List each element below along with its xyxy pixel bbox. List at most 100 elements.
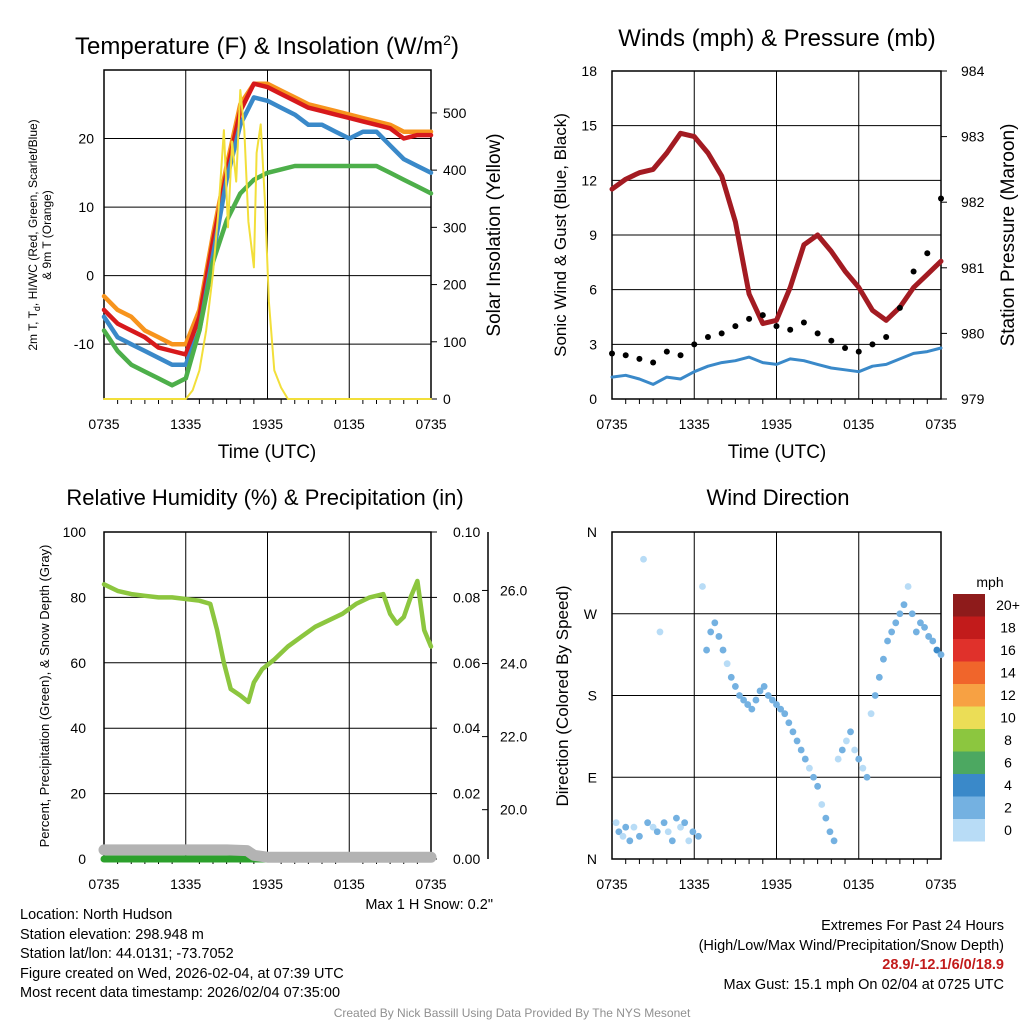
wind-direction-point — [851, 746, 859, 754]
colorbar-swatch — [953, 661, 985, 684]
wind-direction-point — [744, 701, 752, 708]
wind-direction-point — [838, 746, 846, 754]
winds-xlabel: Time (UTC) — [728, 442, 827, 463]
max-snow-note: Max 1 H Snow: 0.2" — [365, 897, 493, 913]
humidity-ytick-label: 0 — [78, 851, 86, 867]
colorbar-swatch — [953, 774, 985, 797]
station-pressure-line — [609, 130, 944, 327]
wind-direction-point — [689, 828, 697, 836]
colorbar-label: 16 — [1000, 642, 1016, 658]
gust-point — [746, 315, 753, 322]
gust-point — [609, 350, 615, 357]
wind-direction-point — [719, 646, 727, 654]
wind-direction-point — [748, 705, 756, 713]
gust-point — [800, 319, 807, 326]
gust-point — [773, 323, 780, 330]
gust-point — [732, 323, 739, 330]
wind-direction-point — [736, 692, 743, 699]
winds-ytick-label: 0 — [589, 391, 597, 407]
wind-direction-panel: Wind Direction Direction (Colored By Spe… — [553, 485, 1020, 892]
wind-direction-point — [900, 601, 908, 609]
colorbar-label: 4 — [1004, 777, 1012, 793]
wind-direction-ylabel: Direction (Colored By Speed) — [553, 585, 572, 806]
wind-direction-point — [677, 823, 684, 831]
wind-direction-point — [711, 619, 719, 627]
wind-direction-point — [636, 832, 643, 840]
temperature-xlabel: Time (UTC) — [218, 442, 317, 463]
td-line — [101, 163, 434, 388]
gust-point — [910, 268, 917, 275]
extremes-subtitle: (High/Low/Max Wind/Precipitation/Snow De… — [698, 937, 1004, 954]
wind-direction-point — [731, 683, 739, 690]
wind-direction-point — [888, 628, 896, 636]
wind-direction-ytick-label: N — [587, 851, 597, 867]
colorbar-swatch — [953, 796, 985, 819]
wind-direction-point — [912, 628, 920, 636]
solar-ytick-label: 200 — [443, 277, 467, 293]
colorbar-swatch — [953, 594, 985, 617]
wind-direction-point — [622, 823, 630, 831]
wind-direction-point — [664, 828, 672, 836]
precip-ytick-label: 0.06 — [453, 655, 480, 671]
wind-direction-point — [929, 637, 937, 645]
wind-direction-point — [814, 782, 822, 790]
wind-direction-point — [875, 673, 883, 681]
precip-ytick-label: 0.10 — [453, 524, 480, 540]
wind-direction-point — [773, 701, 780, 708]
wind-direction-point — [810, 773, 817, 781]
gust-point — [855, 348, 862, 355]
wind-direction-point — [640, 555, 647, 563]
wind-direction-point — [855, 755, 863, 763]
temperature-xtick-label: 1935 — [252, 416, 283, 432]
solar-ytick-label: 300 — [443, 219, 467, 235]
pressure-ytick-label: 984 — [961, 63, 985, 79]
snow-ytick-label: 26.0 — [500, 582, 527, 598]
station-info: Location: North Hudson Station elevation… — [20, 906, 344, 1004]
temperature-panel: Temperature (F) & Insolation (W/m2) Time… — [26, 32, 505, 463]
wind-direction-point — [797, 746, 805, 754]
colorbar-label: 14 — [1000, 665, 1016, 681]
wind-direction-point — [880, 655, 887, 663]
figure-created-text: Figure created on Wed, 2026-02-04, at 07… — [20, 965, 344, 982]
snow-depth-line — [98, 844, 437, 863]
max-gust-text: Max Gust: 15.1 mph On 02/04 at 0725 UTC — [723, 976, 1004, 993]
9m-t-line — [101, 81, 434, 347]
winds-ytick-label: 9 — [589, 227, 597, 243]
wind-direction-point — [908, 610, 916, 618]
humidity-title: Relative Humidity (%) & Precipitation (i… — [66, 485, 463, 510]
humidity-xtick-label: 0135 — [334, 876, 365, 892]
wind-direction-point — [630, 823, 638, 831]
elevation-text: Station elevation: 298.948 m — [20, 926, 204, 943]
colorbar-swatch — [953, 819, 985, 842]
gust-point — [663, 348, 670, 355]
gust-point — [650, 359, 657, 366]
winds-ylabel: Sonic Wind & Gust (Blue, Black) — [551, 113, 570, 357]
wind-direction-point — [656, 628, 664, 636]
wind-direction-point — [756, 687, 764, 695]
wind-direction-point — [793, 737, 801, 745]
wind-direction-point — [707, 628, 715, 636]
wind-direction-point — [740, 696, 747, 704]
wind-direction-point — [694, 832, 702, 840]
gust-point — [636, 355, 643, 362]
credit-line: Created By Nick Bassill Using Data Provi… — [333, 1006, 691, 1020]
gust-point — [896, 304, 903, 311]
gust-point — [677, 352, 684, 359]
wind-direction-point — [681, 819, 689, 827]
precip-ytick-label: 0.02 — [453, 786, 480, 802]
gust-point — [787, 326, 794, 333]
colorbar-swatch — [953, 616, 985, 639]
gust-point — [704, 334, 711, 341]
solar-ytick-label: 0 — [443, 391, 451, 407]
wind-direction-point — [937, 651, 945, 659]
wind-direction-point — [653, 828, 661, 836]
wind-direction-point — [777, 705, 785, 713]
wind-direction-point — [615, 828, 623, 836]
wind-direction-point — [921, 623, 928, 631]
gust-point — [718, 330, 725, 337]
colorbar-label: 0 — [1004, 822, 1012, 838]
wind-direction-point — [768, 696, 776, 704]
humidity-panel: Relative Humidity (%) & Precipitation (i… — [37, 485, 527, 913]
colorbar-label: 2 — [1004, 800, 1012, 816]
